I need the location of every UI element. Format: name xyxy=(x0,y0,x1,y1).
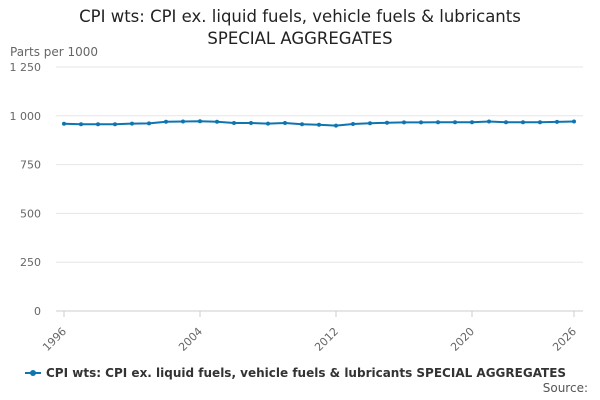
y-tick-label: 1 000 xyxy=(10,110,42,123)
x-tick-label: 2020 xyxy=(448,325,477,354)
y-tick-label: 1 250 xyxy=(10,61,42,74)
data-point[interactable] xyxy=(113,122,117,127)
data-point[interactable] xyxy=(385,120,389,125)
x-tick-label: 2012 xyxy=(312,325,341,354)
data-point[interactable] xyxy=(130,121,134,126)
data-point[interactable] xyxy=(317,122,321,127)
x-tick-label: 2026 xyxy=(550,325,579,354)
legend[interactable]: CPI wts: CPI ex. liquid fuels, vehicle f… xyxy=(25,364,566,382)
data-point[interactable] xyxy=(198,119,202,124)
data-point[interactable] xyxy=(96,122,100,127)
chart-title: CPI wts: CPI ex. liquid fuels, vehicle f… xyxy=(0,6,600,50)
data-point[interactable] xyxy=(181,119,185,124)
x-tick-label: 1996 xyxy=(40,325,69,354)
data-point[interactable] xyxy=(504,120,508,125)
data-point[interactable] xyxy=(470,120,474,125)
y-tick-label: 0 xyxy=(34,305,41,318)
x-tick-label: 2004 xyxy=(176,325,205,354)
series-layer xyxy=(62,119,576,128)
source-label: Source: xyxy=(542,381,588,395)
data-point[interactable] xyxy=(402,120,406,125)
data-point[interactable] xyxy=(147,121,151,126)
data-point[interactable] xyxy=(334,123,338,128)
data-point[interactable] xyxy=(487,119,491,124)
gridlines xyxy=(56,66,583,263)
data-point[interactable] xyxy=(62,121,66,126)
data-point[interactable] xyxy=(249,121,253,125)
data-point[interactable] xyxy=(453,120,457,125)
y-axis-ticks: 0 250 500 750 1 000 1 250 xyxy=(10,61,42,318)
y-tick-label: 500 xyxy=(20,207,41,220)
chart-title-line1: CPI wts: CPI ex. liquid fuels, vehicle f… xyxy=(79,7,521,26)
data-point[interactable] xyxy=(300,122,304,127)
y-axis-label: Parts per 1000 xyxy=(10,45,98,59)
data-point[interactable] xyxy=(572,119,576,124)
chart-title-line2: SPECIAL AGGREGATES xyxy=(207,29,393,48)
data-point[interactable] xyxy=(555,119,559,124)
data-point[interactable] xyxy=(266,121,270,126)
data-point[interactable] xyxy=(538,120,542,125)
data-point[interactable] xyxy=(232,121,236,125)
data-point[interactable] xyxy=(283,121,287,125)
data-point[interactable] xyxy=(79,122,83,127)
legend-label: CPI wts: CPI ex. liquid fuels, vehicle f… xyxy=(46,366,567,380)
data-point[interactable] xyxy=(521,120,525,125)
x-axis: 1996 2004 2012 2020 2026 xyxy=(40,310,583,354)
data-point[interactable] xyxy=(351,122,355,126)
y-tick-label: 250 xyxy=(20,256,41,269)
y-tick-label: 750 xyxy=(20,159,41,172)
data-point[interactable] xyxy=(436,120,440,125)
data-point[interactable] xyxy=(419,120,423,125)
legend-line-marker-icon xyxy=(25,368,41,378)
data-point[interactable] xyxy=(368,121,372,126)
data-point[interactable] xyxy=(164,119,168,124)
data-point[interactable] xyxy=(215,119,219,124)
